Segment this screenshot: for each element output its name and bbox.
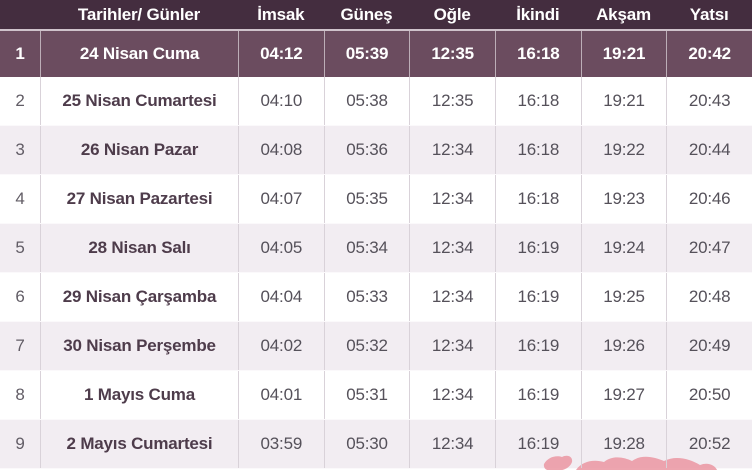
row-time: 04:01	[238, 371, 324, 419]
table-header-row: Tarihler/ Günler İmsak Güneş Oğle İkindi…	[0, 0, 752, 31]
row-time: 16:18	[494, 126, 581, 174]
row-number: 5	[15, 238, 25, 257]
row-time: 05:31	[323, 371, 410, 419]
row-time: 20:52	[666, 420, 752, 468]
row-time: 20:48	[666, 273, 752, 321]
table-row: 3 26 Nisan Pazar 04:08 05:36 12:34 16:18 19:22…	[0, 126, 752, 175]
table-row: 7 30 Nisan Perşembe 04:02 05:32 12:34 16:19 19…	[0, 322, 752, 371]
row-time: 20:44	[666, 126, 752, 174]
row-date: 2 Mayıs Cumartesi	[40, 420, 238, 468]
row-number: 1	[15, 44, 25, 63]
row-time: 19:28	[580, 420, 667, 468]
column-header-imsak: İmsak	[257, 4, 305, 24]
row-time: 04:05	[238, 224, 324, 272]
row-time: 19:22	[580, 126, 667, 174]
row-time: 16:18	[494, 31, 581, 77]
table-row: 1 24 Nisan Cuma 04:12 05:39 12:35 16:18 19:21 2…	[0, 31, 752, 77]
row-time: 16:19	[494, 371, 581, 419]
row-time: 20:50	[666, 371, 752, 419]
row-time: 04:10	[238, 77, 324, 125]
column-header-gunes: Güneş	[340, 4, 393, 24]
row-time: 12:34	[409, 224, 495, 272]
table-row: 4 27 Nisan Pazartesi 04:07 05:35 12:34 16:18 1…	[0, 175, 752, 224]
row-time: 04:12	[238, 31, 324, 77]
row-time: 16:19	[494, 420, 581, 468]
row-time: 04:04	[238, 273, 324, 321]
row-time: 12:34	[409, 420, 495, 468]
row-date: 24 Nisan Cuma	[40, 31, 238, 77]
column-header-aksam: Akşam	[596, 4, 651, 24]
row-time: 20:43	[666, 77, 752, 125]
row-time: 12:34	[409, 273, 495, 321]
row-time: 20:47	[666, 224, 752, 272]
row-time: 16:19	[494, 273, 581, 321]
row-time: 12:34	[409, 322, 495, 370]
row-time: 19:26	[580, 322, 667, 370]
row-time: 19:23	[580, 175, 667, 223]
row-time: 12:35	[409, 77, 495, 125]
row-number: 2	[15, 91, 25, 110]
column-header-index	[0, 0, 40, 29]
row-time: 16:18	[494, 77, 581, 125]
row-time: 20:42	[666, 31, 752, 77]
row-time: 04:02	[238, 322, 324, 370]
row-number: 3	[15, 140, 25, 159]
row-time: 16:19	[494, 322, 581, 370]
row-number: 8	[15, 385, 25, 404]
row-time: 05:36	[323, 126, 410, 174]
row-time: 12:34	[409, 371, 495, 419]
row-time: 16:18	[494, 175, 581, 223]
row-time: 19:21	[580, 31, 667, 77]
column-header-dates: Tarihler/ Günler	[77, 4, 201, 24]
row-number: 7	[15, 336, 25, 355]
row-time: 05:38	[323, 77, 410, 125]
column-header-ikindi: İkindi	[516, 4, 560, 24]
row-time: 05:32	[323, 322, 410, 370]
row-time: 05:30	[323, 420, 410, 468]
row-number: 6	[15, 287, 25, 306]
row-time: 05:34	[323, 224, 410, 272]
row-time: 19:24	[580, 224, 667, 272]
table-row: 2 25 Nisan Cumartesi 04:10 05:38 12:35 16:18 1…	[0, 77, 752, 126]
row-time: 04:07	[238, 175, 324, 223]
table-row: 8 1 Mayıs Cuma 04:01 05:31 12:34 16:19 19:27 20…	[0, 371, 752, 420]
row-time: 03:59	[238, 420, 324, 468]
table-row: 6 29 Nisan Çarşamba 04:04 05:33 12:34 16:19 19…	[0, 273, 752, 322]
row-time: 16:19	[494, 224, 581, 272]
row-date: 26 Nisan Pazar	[40, 126, 238, 174]
row-time: 19:27	[580, 371, 667, 419]
table-row: 5 28 Nisan Salı 04:05 05:34 12:34 16:19 19:24 2…	[0, 224, 752, 273]
row-time: 05:35	[323, 175, 410, 223]
row-date: 30 Nisan Perşembe	[40, 322, 238, 370]
table-row: 9 2 Mayıs Cumartesi 03:59 05:30 12:34 16:19 19…	[0, 420, 752, 469]
row-time: 20:49	[666, 322, 752, 370]
row-number: 9	[15, 434, 25, 453]
row-time: 04:08	[238, 126, 324, 174]
row-date: 27 Nisan Pazartesi	[40, 175, 238, 223]
row-time: 12:34	[409, 126, 495, 174]
row-time: 12:34	[409, 175, 495, 223]
row-date: 28 Nisan Salı	[40, 224, 238, 272]
table-body: 1 24 Nisan Cuma 04:12 05:39 12:35 16:18 19:21 2…	[0, 31, 752, 469]
row-date: 25 Nisan Cumartesi	[40, 77, 238, 125]
row-time: 05:39	[323, 31, 410, 77]
row-time: 19:21	[580, 77, 667, 125]
column-header-yatsi: Yatsı	[689, 4, 729, 24]
row-date: 1 Mayıs Cuma	[40, 371, 238, 419]
row-date: 29 Nisan Çarşamba	[40, 273, 238, 321]
row-number: 4	[15, 189, 25, 208]
row-time: 05:33	[323, 273, 410, 321]
row-time: 20:46	[666, 175, 752, 223]
row-time: 12:35	[409, 31, 495, 77]
row-time: 19:25	[580, 273, 667, 321]
column-header-ogle: Oğle	[433, 4, 471, 24]
